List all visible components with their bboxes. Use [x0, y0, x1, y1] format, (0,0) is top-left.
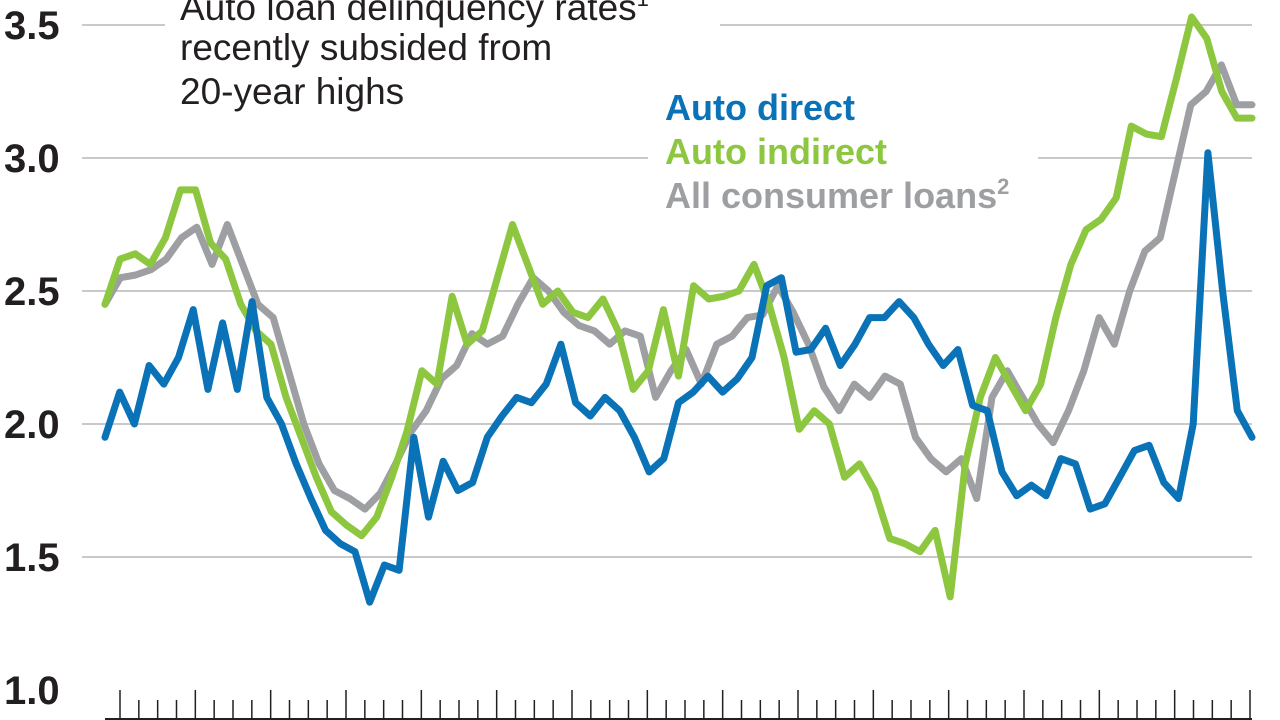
- title-line-2: recently subsided from: [180, 27, 552, 68]
- series-line-auto-direct: [101, 149, 1256, 606]
- y-tick-label: 3.5: [4, 4, 60, 48]
- x-axis: [105, 690, 1252, 720]
- legend-all-consumer-loans: All consumer loans2: [665, 174, 1009, 216]
- series-line-auto-indirect: [101, 13, 1256, 601]
- y-tick-label: 2.0: [4, 403, 60, 447]
- gridline-mask: [0, 287, 82, 295]
- title-line-3: 20-year highs: [180, 71, 404, 112]
- legend-auto-direct: Auto direct: [665, 87, 855, 128]
- chart-title: Auto loan delinquency rates1 recently su…: [165, 0, 720, 112]
- y-tick-labels: 1.0 1.5 2.0 2.5 3.0 3.5: [4, 4, 60, 713]
- y-tick-label: 2.5: [4, 270, 60, 314]
- gridline-mask: [0, 420, 82, 428]
- y-tick-label: 1.0: [4, 669, 60, 713]
- gridline-mask: [0, 553, 82, 561]
- gridline-mask: [0, 21, 82, 29]
- title-line-1: Auto loan delinquency rates1: [180, 0, 649, 28]
- y-tick-label: 3.0: [4, 137, 60, 181]
- legend-auto-indirect: Auto indirect: [665, 131, 887, 172]
- y-tick-label: 1.5: [4, 536, 60, 580]
- series-lines: [101, 13, 1256, 606]
- legend: Auto direct Auto indirect All consumer l…: [648, 82, 1038, 216]
- gridline-mask: [0, 154, 82, 162]
